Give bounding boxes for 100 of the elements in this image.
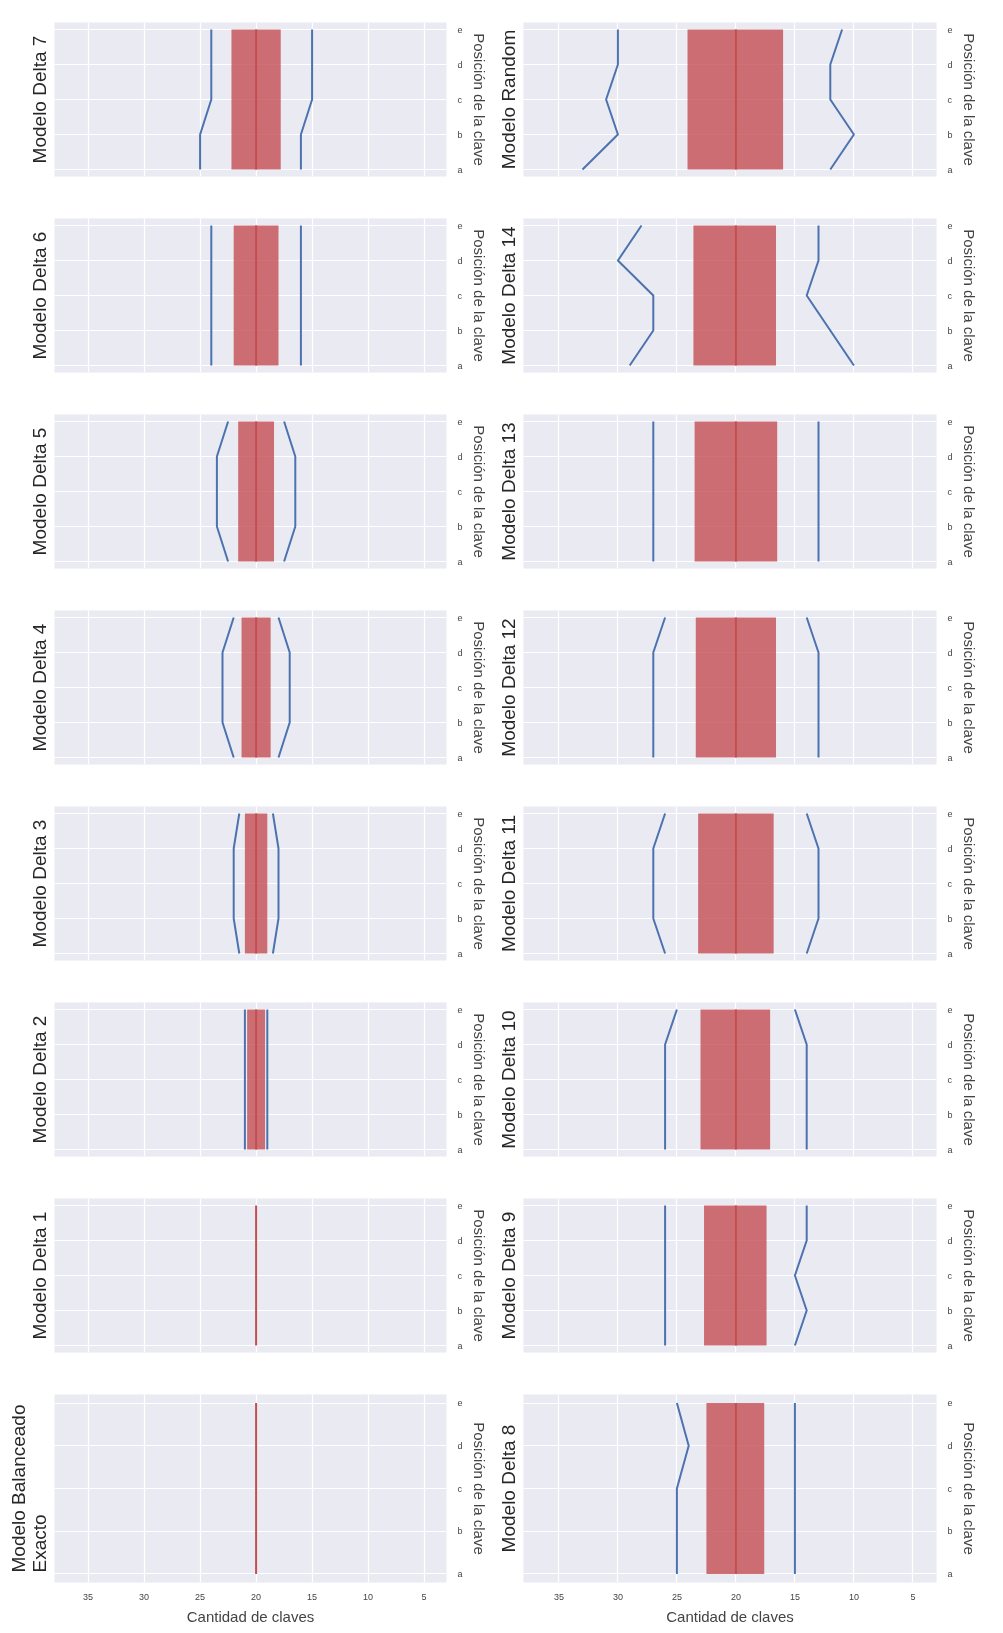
y-tick-label: e	[457, 416, 463, 427]
y-tick-label: e	[947, 24, 953, 35]
y-tick-label: d	[947, 647, 953, 658]
y-tick-label: c	[947, 682, 953, 693]
y-tick-label: c	[457, 682, 463, 693]
y-tick-label: d	[457, 1440, 463, 1451]
y-tick-label: e	[947, 1200, 953, 1211]
text: Modelo Delta 13	[497, 422, 519, 561]
y-tick-label: a	[457, 1568, 463, 1579]
y-tick-label: a	[947, 1144, 953, 1155]
y-tick-label: a	[457, 752, 463, 763]
x-tick-label: 20	[730, 1591, 741, 1602]
y-tick-label: c	[457, 486, 463, 497]
y-axis-title: Posición de la clave	[470, 621, 488, 754]
y-tick-label: b	[457, 717, 463, 728]
text: Modelo Delta 11	[497, 815, 519, 952]
y-tick-label: b	[457, 129, 463, 140]
y-axis-title: Posición de la clave	[960, 1422, 978, 1555]
x-tick-label: 10	[363, 1591, 374, 1602]
x-axis-title: Cantidad de claves	[186, 1607, 315, 1625]
y-tick-label: d	[947, 59, 953, 70]
y-tick-label: e	[457, 1004, 463, 1015]
x-tick-label: 30	[612, 1591, 623, 1602]
x-tick-label: 30	[139, 1591, 150, 1602]
y-axis-title: Posición de la clave	[470, 229, 488, 362]
y-axis-title: Posición de la clave	[960, 817, 978, 950]
text: Modelo Delta 8	[497, 1424, 519, 1553]
x-tick-label: 25	[671, 1591, 682, 1602]
y-tick-label: b	[947, 717, 953, 728]
y-tick-label: a	[457, 360, 463, 371]
y-tick-label: d	[457, 451, 463, 462]
y-tick-label: e	[457, 612, 463, 623]
y-tick-label: e	[457, 1200, 463, 1211]
x-tick-label: 10	[848, 1591, 859, 1602]
y-axis-title: Posición de la clave	[470, 1013, 488, 1146]
y-tick-label: d	[947, 1039, 953, 1050]
y-tick-label: a	[457, 948, 463, 959]
y-tick-label: e	[457, 220, 463, 231]
y-tick-label: a	[947, 164, 953, 175]
x-tick-label: 35	[83, 1591, 94, 1602]
y-tick-label: b	[947, 1109, 953, 1120]
y-tick-label: a	[457, 1144, 463, 1155]
y-tick-label: c	[947, 1074, 953, 1085]
text: Modelo Balanceado Exacto	[7, 1404, 50, 1573]
y-axis-title: Posición de la clave	[960, 1209, 978, 1342]
text: Modelo Delta 14	[497, 225, 519, 365]
y-tick-label: d	[947, 255, 953, 266]
y-tick-label: c	[947, 486, 953, 497]
y-tick-label: c	[947, 290, 953, 301]
text: Modelo Random	[497, 29, 519, 170]
y-tick-label: a	[457, 556, 463, 567]
y-tick-label: c	[457, 94, 463, 105]
y-tick-label: e	[947, 808, 953, 819]
y-tick-label: b	[457, 1305, 463, 1316]
y-tick-label: e	[457, 1398, 463, 1409]
x-tick-label: 35	[553, 1591, 564, 1602]
text: Modelo Delta 6	[28, 231, 50, 360]
y-tick-label: d	[457, 255, 463, 266]
y-tick-label: d	[947, 1440, 953, 1451]
text: Modelo Delta 7	[28, 35, 50, 164]
y-tick-label: c	[457, 878, 463, 889]
y-tick-label: b	[947, 521, 953, 532]
y-tick-label: a	[457, 164, 463, 175]
y-tick-label: c	[457, 290, 463, 301]
y-tick-label: a	[457, 1340, 463, 1351]
x-tick-label: 5	[910, 1591, 916, 1602]
text: Modelo Delta 2	[28, 1015, 50, 1144]
x-tick-label: 25	[195, 1591, 206, 1602]
text: Modelo Delta 9	[497, 1211, 519, 1340]
y-tick-label: b	[947, 1305, 953, 1316]
y-tick-label: c	[457, 1483, 463, 1494]
y-axis-title: Posición de la clave	[470, 1209, 488, 1342]
y-tick-label: c	[947, 94, 953, 105]
x-tick-label: 20	[251, 1591, 262, 1602]
y-axis-title: Posición de la clave	[470, 33, 488, 166]
y-tick-label: b	[947, 913, 953, 924]
y-axis-title: Posición de la clave	[470, 425, 488, 558]
y-tick-label: e	[457, 24, 463, 35]
y-axis-title: Posición de la clave	[960, 33, 978, 166]
y-tick-label: e	[947, 220, 953, 231]
y-axis-title: Posición de la clave	[960, 1013, 978, 1146]
y-tick-label: a	[947, 360, 953, 371]
y-tick-label: a	[947, 1340, 953, 1351]
y-tick-label: a	[947, 752, 953, 763]
y-tick-label: b	[457, 521, 463, 532]
y-tick-label: b	[947, 325, 953, 336]
y-tick-label: b	[457, 1526, 463, 1537]
text: Modelo Delta 5	[28, 427, 50, 556]
y-tick-label: d	[457, 59, 463, 70]
y-tick-label: c	[947, 1483, 953, 1494]
y-tick-label: e	[947, 416, 953, 427]
y-tick-label: b	[947, 1526, 953, 1537]
text: Modelo Delta 3	[28, 819, 50, 948]
y-tick-label: d	[457, 1235, 463, 1246]
text: Modelo Delta 12	[497, 618, 519, 757]
text: Modelo Delta 4	[28, 623, 50, 752]
y-tick-label: d	[947, 451, 953, 462]
y-tick-label: b	[947, 129, 953, 140]
y-tick-label: c	[947, 878, 953, 889]
y-tick-label: d	[947, 843, 953, 854]
